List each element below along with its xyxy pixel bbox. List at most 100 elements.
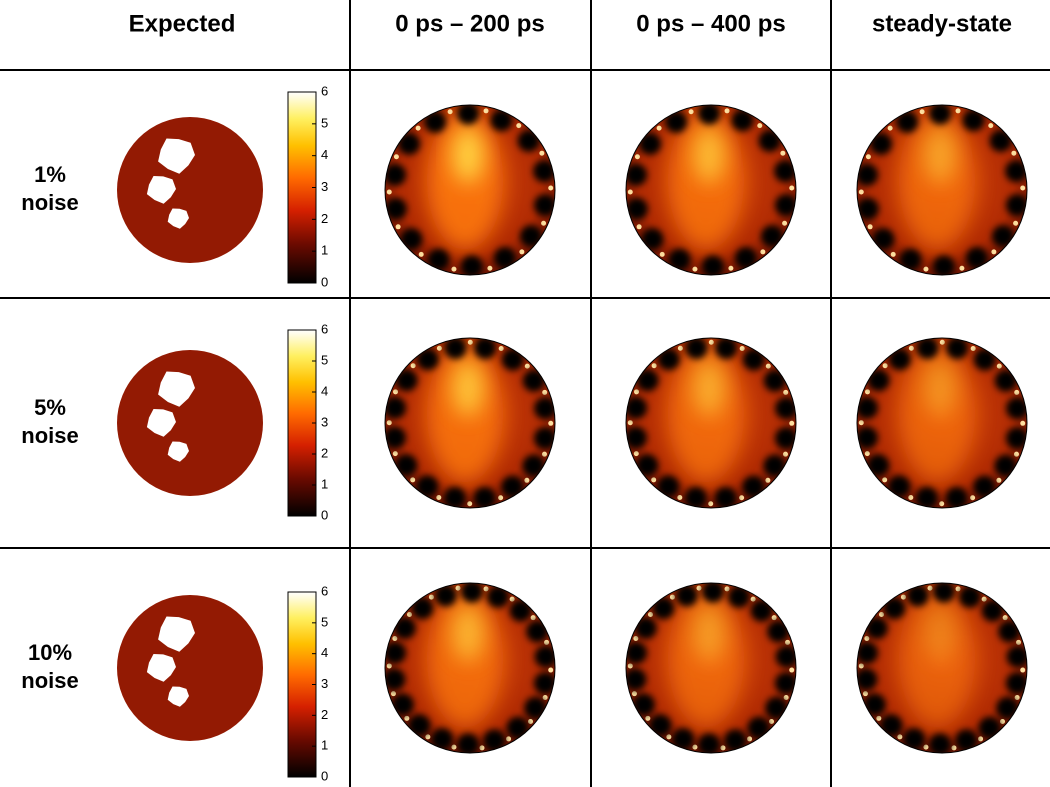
bright-spot (392, 451, 398, 457)
row-label: 1% (34, 162, 66, 187)
dark-spot (626, 426, 647, 449)
dark-spot (727, 585, 750, 608)
bright-spot (666, 734, 672, 740)
bright-spot (996, 363, 1002, 369)
dark-spot (857, 426, 878, 449)
dark-spot (714, 487, 737, 508)
bright-spot (483, 108, 489, 114)
dark-spot (747, 716, 770, 739)
dark-spot (636, 369, 659, 392)
expected-image (117, 595, 263, 741)
dark-spot (763, 454, 786, 477)
reconstruction-outline (384, 337, 556, 509)
bright-spot (789, 185, 795, 191)
dark-spot (684, 486, 707, 508)
dark-spot (649, 714, 672, 737)
bright-spot (467, 339, 473, 345)
bright-spot (390, 691, 396, 697)
bright-spot (923, 744, 929, 750)
bright-spot (780, 150, 786, 156)
bright-spot (708, 501, 714, 507)
dark-spot (474, 338, 497, 360)
bright-spot (659, 251, 665, 257)
dark-spot (896, 110, 919, 133)
phantom (117, 350, 263, 496)
bright-spot (633, 635, 639, 641)
bright-spot (862, 691, 868, 697)
bright-spot (467, 501, 473, 507)
bright-spot (876, 715, 882, 721)
dark-spot (517, 129, 540, 152)
bright-spot (908, 345, 914, 351)
reconstruction-outline (856, 104, 1028, 276)
bright-spot (864, 635, 870, 641)
bright-spot (955, 586, 961, 592)
bright-spot (882, 477, 888, 483)
bright-spot (865, 154, 871, 160)
dark-spot (473, 487, 496, 508)
reconstruction-outline (384, 104, 556, 276)
bright-spot (627, 420, 633, 426)
colorbar-tick-label: 4 (321, 383, 328, 398)
colorbar-tick-label: 4 (321, 147, 328, 162)
bright-spot (1011, 150, 1017, 156)
dark-spot (626, 396, 648, 419)
dark-spot (424, 110, 447, 133)
dark-spot (929, 105, 952, 125)
dark-spot (1005, 160, 1027, 183)
bright-spot (939, 339, 945, 345)
bright-spot (451, 744, 457, 750)
bright-spot (771, 615, 777, 621)
dark-spot (416, 348, 439, 371)
colorbar-tick-label: 2 (321, 707, 328, 722)
dark-spot (867, 369, 890, 392)
dark-spot (672, 728, 695, 751)
bright-spot (720, 745, 726, 751)
dark-spot (867, 454, 890, 477)
bright-spot (528, 718, 534, 724)
dark-spot (888, 475, 911, 498)
dark-spot (958, 585, 981, 608)
bright-spot (516, 123, 522, 129)
dark-spot (457, 733, 480, 753)
bright-spot (785, 639, 791, 645)
bright-spot (757, 123, 763, 129)
reconstruction-outline (625, 104, 797, 276)
dark-spot (519, 225, 542, 248)
column-header: Expected (129, 10, 236, 37)
bright-spot (541, 220, 547, 226)
bright-spot (1013, 220, 1019, 226)
bright-spot (927, 585, 933, 591)
dark-spot (865, 617, 888, 640)
bright-spot (897, 734, 903, 740)
bright-spot (393, 389, 399, 395)
bright-spot (939, 501, 945, 507)
reconstruction (385, 338, 555, 508)
inclusion (158, 616, 195, 652)
bright-spot (395, 224, 401, 230)
bright-spot (760, 249, 766, 255)
dark-spot (734, 247, 757, 270)
dark-spot (750, 599, 773, 622)
colorbar-tick-label: 1 (321, 476, 328, 491)
bright-spot (951, 745, 957, 751)
bright-spot (393, 154, 399, 160)
column-header: steady-state (872, 10, 1012, 37)
dark-spot (444, 338, 467, 359)
bright-spot (724, 108, 730, 114)
bright-spot (627, 663, 633, 669)
dark-spot (668, 248, 691, 271)
dark-spot (965, 247, 988, 270)
dark-spot (1005, 427, 1027, 450)
reconstruction (626, 105, 796, 275)
colorbar-tick-label: 1 (321, 738, 328, 753)
dark-spot (400, 228, 423, 251)
bright-spot (959, 265, 965, 271)
dark-spot (534, 397, 555, 420)
dark-spot (626, 197, 648, 220)
dark-spot (398, 132, 421, 155)
bright-spot (955, 108, 961, 114)
dark-spot (522, 454, 545, 477)
bright-spot (1016, 639, 1022, 645)
dark-spot (991, 225, 1014, 248)
